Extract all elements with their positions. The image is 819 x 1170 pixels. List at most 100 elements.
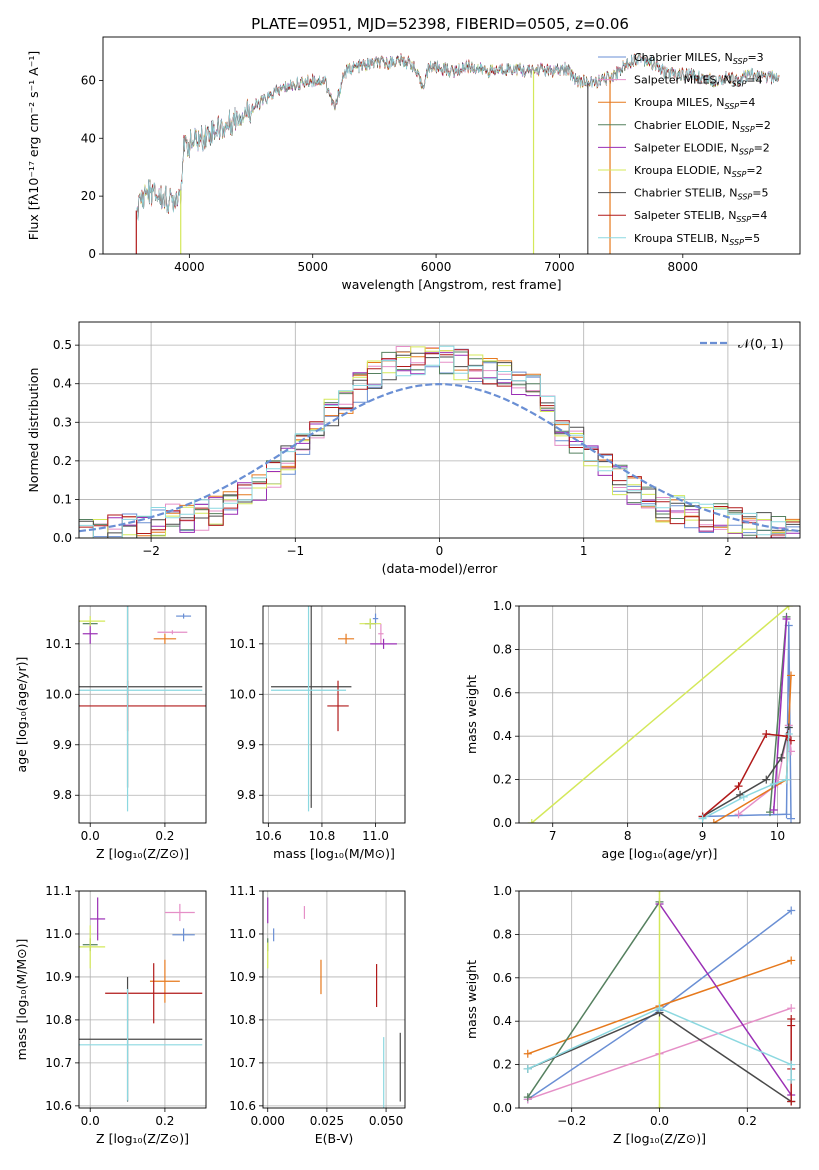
weight-marker [709,819,718,823]
weight-marker [523,1049,532,1058]
mass-vs-ebv-errorbars [267,897,401,1108]
weight-marker [787,1097,796,1106]
weight-marker [655,1004,664,1013]
figure-title: PLATE=0951, MJD=52398, FIBERID=0505, z=0… [251,15,629,33]
weight-marker [782,615,791,624]
x-tick-label: 10.8 [309,829,336,843]
x-tick-label: 0.0 [81,829,100,843]
legend-label: Salpeter ELODIE, NSSP=2 [634,141,770,156]
legend-label: Salpeter STELIB, NSSP=4 [634,209,767,224]
axes-frame [262,890,406,1109]
weight-marker [734,782,743,791]
y-tick-label: 10.7 [229,1056,256,1070]
spectrum-line [136,53,780,221]
weight-line [531,606,790,823]
x-tick-label: 7 [549,829,557,843]
y-axis-label: Flux [fλ10⁻¹⁷ erg cm⁻² s⁻¹ A⁻¹] [26,51,41,240]
y-axis-label: mass [log₁₀(M/M⊙)] [14,939,29,1061]
weight-marker [734,810,743,819]
x-tick-label: 8 [624,829,632,843]
y-tick-label: 10.9 [45,970,72,984]
legend-label: Kroupa STELIB, NSSP=5 [634,232,760,247]
y-tick-label: 11.0 [229,927,256,941]
axes-frame [518,605,801,824]
y-tick-label: 10.8 [45,1013,72,1027]
residuals-legend: 𝒩(0, 1) [700,336,784,351]
weight-marker [787,671,796,680]
y-tick-label: 60 [81,73,96,87]
mass-vs-ebv-panel: 0.000 0.025 0.050 10.6 10.7 10.8 10.9 11.0 11.1 E… [229,884,406,1146]
y-tick-label: 0.5 [53,338,72,352]
x-tick-label: 10 [770,829,785,843]
y-tick-label: 0.2 [493,773,512,787]
weight-marker [787,906,796,915]
y-tick-label: 9.9 [237,738,256,752]
y-tick-label: 10.9 [229,970,256,984]
spectrum-legend: Chabrier MILES, NSSP=3 Salpeter MILES, NS… [598,51,771,247]
axes-frame [102,36,801,255]
weight-line [773,618,788,811]
weight-vs-age-panel: 7 8 9 10 0.0 0.2 0.4 0.6 0.8 1.0 age [log₁₀(age/yr… [464,599,801,861]
weight-marker [784,606,793,610]
y-tick-label: 20 [81,189,96,203]
y-tick-label: 0.2 [53,454,72,468]
x-tick-label: 0.000 [251,1114,285,1128]
y-axis-label: age [log₁₀(age/yr)] [14,657,29,773]
x-axis-label: Z [log₁₀(Z/Z⊙)] [613,1131,706,1146]
x-axis-label: Z [log₁₀(Z/Z⊙)] [96,1131,189,1146]
weight-marker [787,814,796,823]
y-axis-label: mass weight [464,675,479,754]
x-tick-label: 6000 [421,260,452,274]
legend-label: Chabrier MILES, NSSP=3 [634,51,764,66]
weight-marker [655,891,664,895]
axes-frame [518,890,801,1109]
mass-vs-Z-panel: 0.0 0.2 10.6 10.7 10.8 10.9 11.0 11.1 Z [log₁₀(Z… [14,884,207,1146]
x-tick-label: 0.050 [369,1114,403,1128]
y-tick-label: 9.8 [237,788,256,802]
x-axis-label: mass [log₁₀(M/M⊙)] [273,846,395,861]
weight-marker [523,1064,532,1073]
x-tick-label: 10.6 [255,829,282,843]
y-tick-label: 10.0 [45,687,72,701]
age-vs-Z-panel: 0.0 0.2 9.8 9.9 10.0 10.1 Z [log₁₀(Z/Z⊙)] age [… [14,605,207,861]
residual-histogram [79,345,800,538]
age-vs-mass-errorbars [271,606,397,812]
y-tick-label: 0.0 [53,531,72,545]
weight-vs-age-lines [527,606,796,823]
x-tick-label: 9 [699,829,707,843]
y-tick-label: 0.3 [53,415,72,429]
weight-marker [787,1075,796,1084]
y-tick-label: 0.6 [493,686,512,700]
weight-marker [782,810,791,819]
y-axis-label: Normed distribution [26,368,41,493]
x-axis-label: (data-model)/error [382,561,499,576]
weight-marker [523,1093,532,1102]
x-tick-label: 0.2 [155,829,174,843]
weight-marker [762,730,771,739]
weight-line [527,1007,792,1080]
x-tick-label: 2 [724,544,732,558]
weight-marker [777,753,786,762]
legend-label: Chabrier ELODIE, NSSP=2 [634,119,771,134]
y-tick-label: 1.0 [493,599,512,613]
weight-line [527,901,661,1098]
legend-label: Salpeter MILES, NSSP=4 [634,74,763,89]
y-tick-label: 9.8 [53,788,72,802]
x-tick-label: 5000 [297,260,328,274]
axes-frame [78,321,801,539]
x-axis-label: wavelength [Angstrom, rest frame] [341,277,561,292]
axes-frame [78,605,207,824]
weight-line [738,725,792,815]
x-tick-label: 0.2 [738,1114,757,1128]
x-tick-label: 0 [436,544,444,558]
x-tick-label: −0.2 [557,1114,586,1128]
y-tick-label: 9.9 [53,738,72,752]
y-tick-label: 10.7 [45,1056,72,1070]
weight-marker [739,792,748,801]
weight-marker [527,819,536,823]
spectrum-lines [135,53,780,254]
axes-frame [262,605,406,824]
y-tick-label: 11.1 [45,884,72,898]
weight-marker [698,814,707,823]
weight-marker [782,775,791,784]
